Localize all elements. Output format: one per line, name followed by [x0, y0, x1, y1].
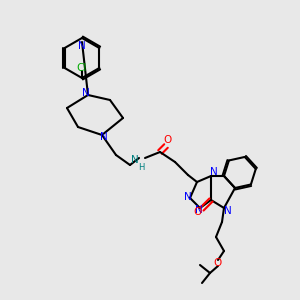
Text: N: N	[210, 167, 218, 177]
Text: N: N	[78, 41, 86, 51]
Text: N: N	[195, 205, 203, 215]
Text: O: O	[213, 258, 221, 268]
Text: Cl: Cl	[77, 63, 87, 73]
Text: N: N	[184, 192, 192, 202]
Text: N: N	[131, 155, 139, 165]
Text: N: N	[100, 132, 108, 142]
Text: O: O	[164, 135, 172, 145]
Text: N: N	[82, 88, 90, 98]
Text: H: H	[138, 163, 144, 172]
Text: N: N	[224, 206, 232, 216]
Text: O: O	[194, 207, 202, 217]
